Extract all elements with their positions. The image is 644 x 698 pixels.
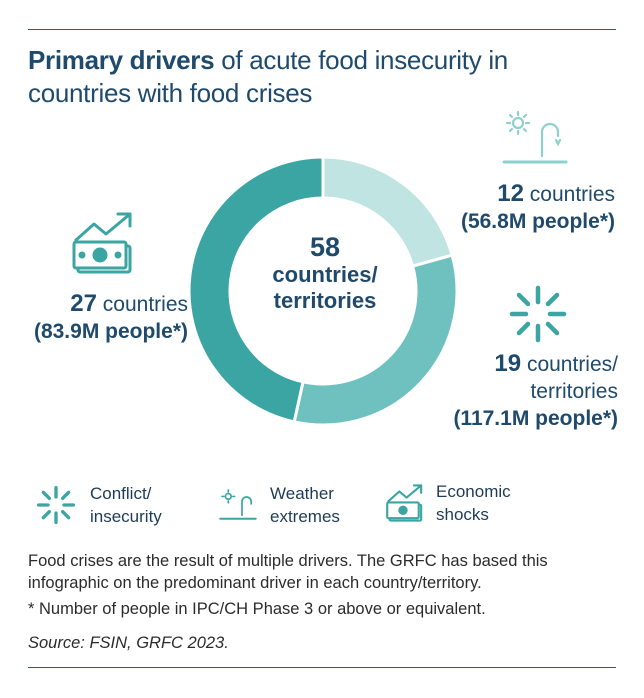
legend-weather-icon — [219, 489, 257, 520]
donut-slice-conflict — [292, 253, 459, 427]
legend-weather-line1: Weather — [270, 484, 334, 503]
title-rest: of acute food insecurity in — [214, 45, 508, 75]
economic-people: (83.9M people*) — [33, 320, 188, 343]
conflict-icon — [509, 285, 567, 343]
conflict-unit: countries/ — [521, 353, 618, 376]
note-paragraph: Food crises are the result of multiple d… — [28, 550, 620, 594]
economic-icon — [72, 212, 132, 274]
weather-unit: countries — [523, 183, 615, 206]
chart-title: Primary drivers of acute food insecurity… — [28, 44, 618, 110]
weather-icon — [502, 110, 568, 164]
legend-economic-icon — [386, 484, 423, 522]
bottom-rule — [28, 667, 616, 668]
callout-weather: 12 countries (56.8M people*) — [430, 180, 615, 235]
legend-conflict-line1: Conflict/ — [90, 484, 152, 503]
conflict-people: (117.1M people*) — [453, 407, 618, 430]
title-line2: countries with food crises — [28, 78, 313, 108]
center-label-line1: countries/ — [272, 262, 378, 287]
weather-people: (56.8M people*) — [460, 210, 615, 233]
note-line2: infographic on the predominant driver in… — [28, 574, 482, 592]
conflict-count: 19 — [494, 350, 522, 377]
economic-count: 27 — [70, 290, 97, 317]
source-note: Source: FSIN, GRFC 2023. — [28, 634, 229, 652]
callout-economic: 27 countries (83.9M people*) — [20, 290, 188, 345]
legend-conflict-icon — [37, 486, 75, 524]
legend-conflict: Conflict/ insecurity — [36, 482, 162, 528]
footnote: * Number of people in IPC/CH Phase 3 or … — [28, 600, 486, 618]
note-line1: Food crises are the result of multiple d… — [28, 552, 548, 570]
legend-economic-line1: Economic — [436, 482, 511, 501]
callout-conflict: 19 countries/ territories (117.1M people… — [420, 350, 618, 432]
donut-center-label: 58 countries/ territories — [235, 232, 415, 314]
conflict-unit2: territories — [530, 380, 618, 403]
legend-economic-line2: shocks — [436, 505, 489, 524]
legend-weather: Weather extremes — [218, 482, 340, 528]
center-label-line2: territories — [273, 288, 377, 313]
center-total: 58 — [309, 232, 341, 262]
top-rule — [28, 29, 616, 30]
legend-economic: Economic shocks — [386, 480, 511, 526]
legend-weather-line2: extremes — [270, 507, 340, 526]
legend-conflict-line2: insecurity — [90, 507, 162, 526]
economic-unit: countries — [96, 293, 188, 316]
title-bold: Primary drivers — [28, 45, 215, 75]
weather-count: 12 — [497, 180, 524, 207]
donut-slice-economic — [187, 155, 325, 424]
